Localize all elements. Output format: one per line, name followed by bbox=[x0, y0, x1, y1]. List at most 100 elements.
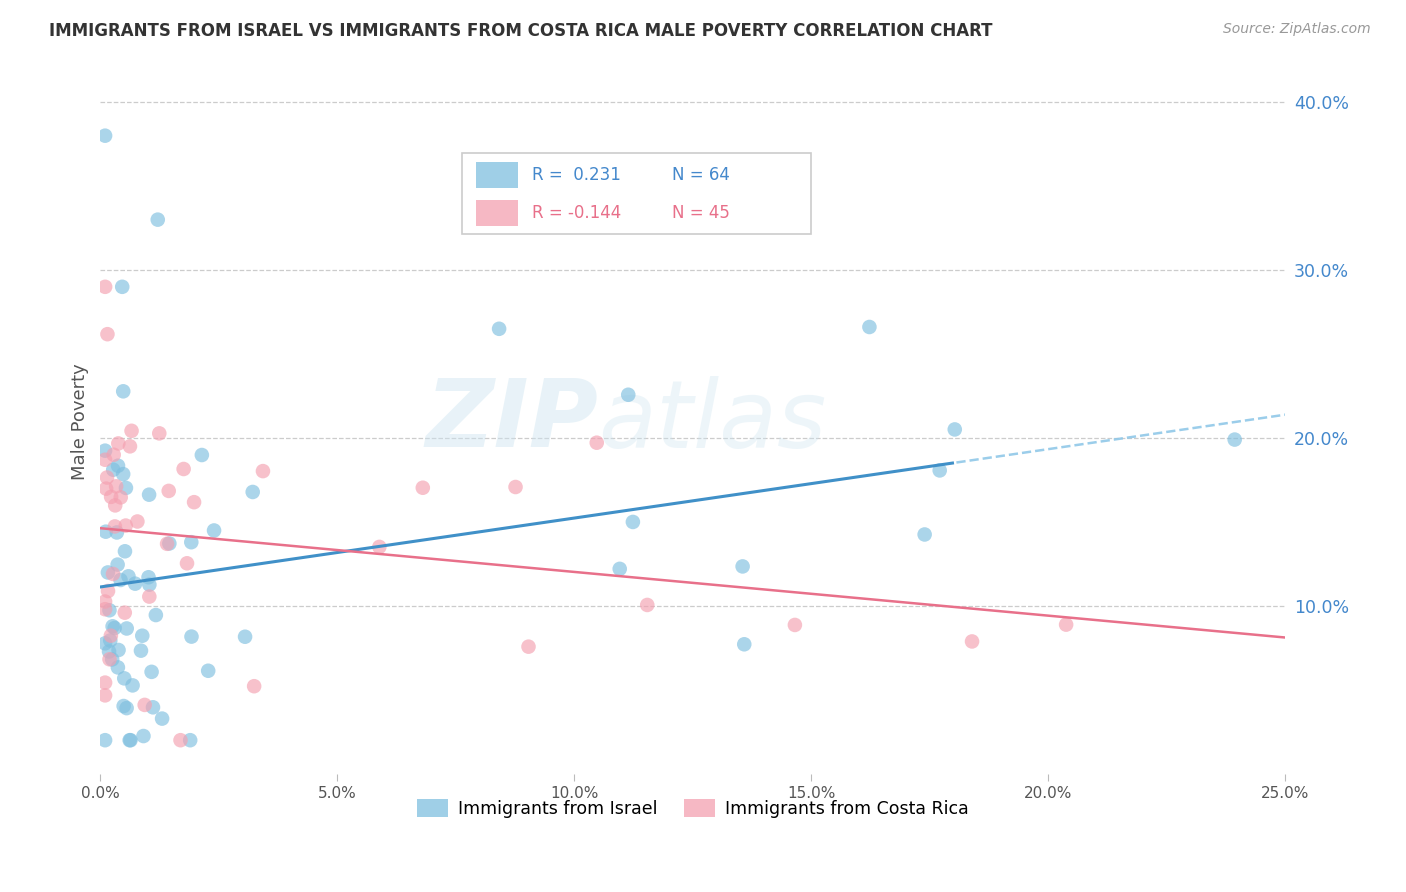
Point bbox=[180, 535, 202, 549]
Point bbox=[105, 525, 128, 540]
Point bbox=[179, 733, 201, 747]
Point bbox=[117, 569, 139, 583]
Point bbox=[107, 558, 129, 572]
Point bbox=[107, 436, 129, 450]
Point bbox=[142, 700, 165, 714]
Point bbox=[150, 712, 173, 726]
Point bbox=[173, 462, 195, 476]
Point bbox=[131, 629, 153, 643]
Point bbox=[94, 482, 117, 496]
Text: ZIP: ZIP bbox=[425, 376, 598, 467]
Point bbox=[112, 671, 135, 685]
Point bbox=[94, 280, 117, 294]
Point bbox=[98, 644, 121, 658]
Point bbox=[96, 327, 118, 342]
Point bbox=[621, 515, 644, 529]
Point bbox=[118, 439, 141, 453]
Point bbox=[105, 479, 128, 493]
Point bbox=[98, 652, 121, 666]
Point bbox=[1054, 617, 1077, 632]
Point bbox=[157, 536, 180, 550]
Point bbox=[120, 733, 142, 747]
Point bbox=[98, 603, 121, 617]
Y-axis label: Male Poverty: Male Poverty bbox=[72, 363, 89, 480]
Point bbox=[138, 488, 160, 502]
Point bbox=[97, 584, 120, 599]
Point bbox=[94, 689, 117, 703]
Point bbox=[94, 733, 117, 747]
Point bbox=[115, 622, 138, 636]
Point bbox=[115, 701, 138, 715]
Point bbox=[129, 643, 152, 657]
Point bbox=[101, 652, 124, 666]
Point bbox=[733, 637, 755, 651]
Point bbox=[104, 519, 127, 533]
Point bbox=[101, 619, 124, 633]
Point bbox=[197, 664, 219, 678]
Point bbox=[252, 464, 274, 478]
Point bbox=[183, 495, 205, 509]
Point bbox=[104, 499, 127, 513]
Point bbox=[107, 458, 129, 473]
Point bbox=[636, 598, 658, 612]
Point bbox=[104, 621, 127, 635]
Point bbox=[138, 577, 160, 591]
Point bbox=[368, 540, 391, 554]
Point bbox=[191, 448, 214, 462]
Point bbox=[134, 698, 156, 712]
Text: IMMIGRANTS FROM ISRAEL VS IMMIGRANTS FROM COSTA RICA MALE POVERTY CORRELATION CH: IMMIGRANTS FROM ISRAEL VS IMMIGRANTS FRO… bbox=[49, 22, 993, 40]
Point bbox=[114, 544, 136, 558]
Point bbox=[233, 630, 256, 644]
Point bbox=[731, 559, 754, 574]
Point bbox=[94, 443, 117, 458]
Point bbox=[97, 566, 120, 580]
Point bbox=[110, 573, 132, 587]
Point bbox=[169, 733, 191, 747]
Point bbox=[145, 608, 167, 623]
Point bbox=[107, 660, 129, 674]
Point bbox=[94, 675, 117, 690]
Point bbox=[617, 388, 640, 402]
Point bbox=[609, 562, 631, 576]
Point bbox=[156, 537, 179, 551]
Point bbox=[124, 576, 146, 591]
Point bbox=[111, 280, 134, 294]
Point bbox=[960, 634, 983, 648]
Point bbox=[107, 643, 129, 657]
Point bbox=[114, 518, 136, 533]
Point bbox=[100, 629, 122, 643]
Point bbox=[141, 665, 163, 679]
Text: atlas: atlas bbox=[598, 376, 827, 467]
Point bbox=[505, 480, 527, 494]
Point bbox=[96, 470, 118, 484]
Point bbox=[242, 485, 264, 500]
Point bbox=[118, 733, 141, 747]
Point bbox=[94, 602, 117, 616]
Point bbox=[110, 491, 132, 505]
Point bbox=[176, 556, 198, 570]
Point bbox=[94, 594, 117, 608]
Point bbox=[114, 606, 136, 620]
Point bbox=[243, 679, 266, 693]
Point bbox=[148, 426, 170, 441]
Point bbox=[412, 481, 434, 495]
Point bbox=[783, 618, 806, 632]
Point bbox=[112, 699, 135, 714]
Point bbox=[103, 448, 125, 462]
Point bbox=[101, 566, 124, 581]
Point bbox=[517, 640, 540, 654]
Legend: Immigrants from Israel, Immigrants from Costa Rica: Immigrants from Israel, Immigrants from … bbox=[409, 792, 976, 825]
Point bbox=[115, 481, 138, 495]
Point bbox=[112, 384, 135, 399]
Point bbox=[858, 320, 880, 334]
Point bbox=[94, 452, 117, 467]
Point bbox=[100, 490, 122, 504]
Point bbox=[585, 435, 607, 450]
Point bbox=[488, 322, 510, 336]
Point bbox=[94, 636, 117, 650]
Point bbox=[94, 524, 117, 539]
Point bbox=[138, 570, 160, 584]
Point bbox=[127, 515, 149, 529]
Point bbox=[146, 212, 169, 227]
Point bbox=[180, 630, 202, 644]
